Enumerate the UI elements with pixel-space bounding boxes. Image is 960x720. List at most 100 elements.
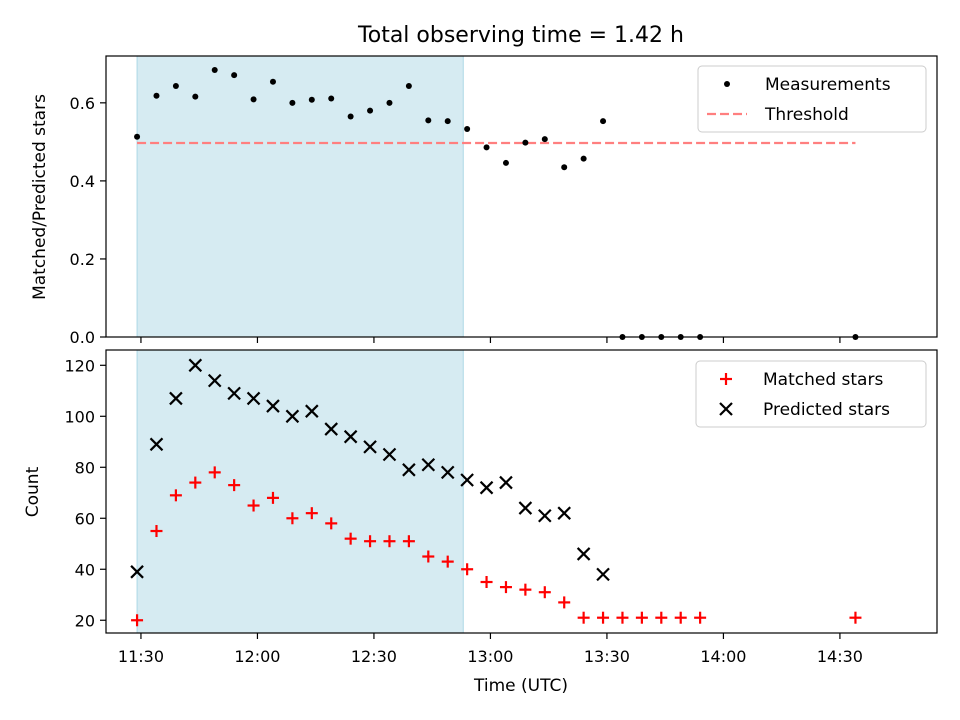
predicted-star-point — [499, 475, 513, 490]
predicted-star-point — [440, 465, 455, 480]
matched-star-point — [461, 563, 474, 576]
matched-star-point — [597, 611, 610, 624]
bottom-axes-frame — [105, 349, 938, 634]
legend-measurement-marker — [724, 81, 730, 87]
predicted-star-point — [285, 409, 300, 424]
bottom-y-tick-label: 80 — [75, 458, 95, 477]
predicted-star-point — [266, 399, 280, 413]
top-legend-box — [697, 65, 927, 133]
top-panel: 0.0 0.2 0.4 0.6 Matched/Predicted stars Mea… — [30, 55, 938, 347]
measurement-point — [211, 67, 218, 74]
x-tick-label: 12:00 — [234, 647, 280, 666]
matched-star-point — [519, 583, 532, 596]
matched-star-point — [577, 611, 590, 624]
matched-star-point — [402, 535, 415, 548]
predicted-star-point — [246, 391, 261, 406]
matched-star-point — [422, 550, 435, 563]
measurement-point — [308, 96, 315, 103]
matched-star-point — [441, 555, 454, 568]
x-tick-label: 14:30 — [817, 647, 863, 666]
bottom-y-tick-label: 120 — [64, 356, 95, 375]
measurement-point — [561, 164, 568, 171]
matched-star-point — [169, 489, 182, 502]
top-axes-frame — [105, 55, 938, 338]
bottom-panel: 20 40 60 80 100 120 11:30 12:00 12:30 13:00 13:30… — [23, 349, 938, 696]
bottom-y-axis-label: Count — [23, 466, 43, 517]
matched-star-point — [364, 535, 377, 548]
matched-star-point — [344, 532, 357, 545]
measurement-point — [386, 99, 393, 106]
bottom-legend-box — [695, 360, 927, 428]
matched-star-point — [849, 611, 862, 624]
x-tick-label: 13:00 — [467, 647, 513, 666]
predicted-star-point — [382, 447, 397, 462]
legend-measurements-label: Measurements — [765, 75, 891, 95]
predicted-star-point — [188, 358, 203, 373]
bottom-legend: Matched stars Predicted stars — [695, 360, 927, 428]
matched-star-point — [266, 491, 279, 504]
matched-star-point — [150, 525, 163, 538]
matched-star-point — [635, 611, 648, 624]
measurement-point — [502, 159, 509, 166]
top-y-axis-label: Matched/Predicted stars — [30, 94, 50, 300]
matched-star-point — [189, 476, 202, 489]
matched-star-point — [208, 466, 221, 479]
predicted-star-point — [130, 565, 144, 579]
measurement-point — [328, 95, 335, 102]
x-tick-label: 12:30 — [351, 647, 397, 666]
predicted-star-point — [421, 457, 436, 472]
measurement-point — [600, 118, 607, 125]
matched-star-point — [286, 512, 299, 525]
measurement-point — [483, 144, 490, 151]
measurement-point — [541, 136, 548, 143]
matched-star-point — [228, 479, 241, 492]
figure-title: Total observing time = 1.42 h — [357, 23, 684, 48]
bottom-x-axis: 11:30 12:00 12:30 13:00 13:30 14:00 14:30 — [118, 633, 863, 666]
x-tick-label: 14:00 — [700, 647, 746, 666]
matched-star-point — [674, 611, 687, 624]
predicted-star-point — [169, 391, 183, 406]
measurement-point — [444, 118, 451, 125]
bottom-y-axis: 20 40 60 80 100 120 — [64, 356, 106, 630]
measurement-point — [522, 139, 529, 146]
matched-star-point — [480, 576, 493, 589]
measurement-point — [269, 78, 276, 85]
matched-star-point — [305, 507, 318, 520]
predicted-star-point — [343, 429, 358, 444]
matched-star-point — [325, 517, 338, 530]
predicted-star-point — [363, 440, 377, 454]
predicted-star-point — [324, 422, 339, 436]
measurement-point — [347, 113, 354, 120]
legend-predicted-marker — [719, 402, 733, 416]
predicted-star-point — [576, 547, 591, 561]
bottom-shaded-span — [136, 349, 464, 634]
measurement-point — [153, 92, 160, 99]
predicted-star-point — [596, 567, 610, 582]
top-y-tick-label: 0.4 — [70, 172, 95, 191]
predicted-star-point — [460, 473, 474, 487]
x-axis-label: Time (UTC) — [473, 676, 568, 696]
predicted-star-point — [479, 480, 494, 495]
predicted-star-point — [538, 508, 552, 523]
top-y-tick-label: 0.2 — [70, 250, 95, 269]
bottom-y-tick-label: 40 — [75, 560, 95, 579]
bottom-y-tick-label: 20 — [75, 611, 95, 630]
x-tick-label: 11:30 — [118, 647, 164, 666]
matched-star-point — [694, 611, 707, 624]
matched-star-point — [655, 611, 668, 624]
bottom-y-tick-label: 60 — [75, 509, 95, 528]
matched-star-point — [558, 596, 571, 609]
matched-star-point — [616, 611, 629, 624]
predicted-star-point — [149, 437, 164, 452]
x-tick-label: 13:30 — [584, 647, 630, 666]
count-points — [130, 358, 862, 627]
legend-threshold-label: Threshold — [764, 105, 849, 125]
predicted-star-point — [227, 386, 241, 401]
top-shaded-span — [136, 55, 464, 338]
measurement-point — [172, 83, 179, 90]
measurement-points — [134, 67, 859, 340]
legend-predicted-label: Predicted stars — [763, 400, 890, 420]
legend-matched-marker — [720, 373, 732, 385]
matched-star-point — [538, 586, 551, 599]
